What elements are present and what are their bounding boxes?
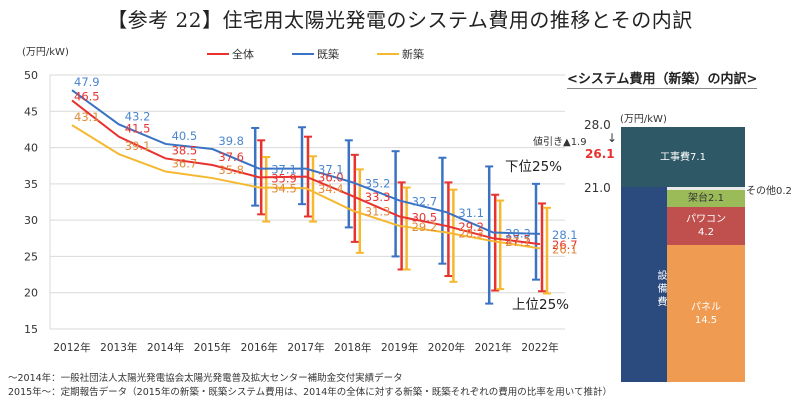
- y-tick-label: 40: [24, 142, 38, 155]
- data-label: 34.4: [318, 182, 344, 196]
- total-after-label: 26.1: [585, 147, 615, 161]
- data-label: 43.1: [74, 110, 100, 124]
- series-line-existing: [71, 89, 541, 235]
- data-label: 35.2: [365, 176, 391, 190]
- data-label: 39.8: [218, 134, 244, 148]
- data-label: 28.3: [458, 226, 484, 240]
- x-tick-label: 2016年: [241, 341, 278, 354]
- data-label: 35.9: [271, 171, 297, 185]
- data-label: 36.0: [318, 171, 344, 185]
- data-label: 35.8: [218, 163, 244, 177]
- breakdown-unit-label: (万円/kW): [620, 114, 667, 125]
- segment-other: [667, 187, 745, 190]
- legend-label: 新築: [402, 48, 424, 61]
- legend-item-existing: 既築: [292, 46, 339, 62]
- y-tick-label: 45: [24, 105, 38, 118]
- segment-construction: 工事費7.1: [621, 127, 745, 187]
- x-tick-label: 2014年: [147, 341, 184, 354]
- other-label: その他0.2: [746, 186, 792, 197]
- legend-item-total: 全体: [207, 46, 254, 62]
- x-tick-label: 2022年: [521, 341, 558, 354]
- page-title: 【参考 22】住宅用太陽光発電のシステム費用の推移とその内訳: [107, 8, 693, 32]
- data-label: 27.1: [505, 235, 531, 249]
- data-label: 28.1: [552, 228, 578, 242]
- legend-swatch: [207, 53, 229, 55]
- breakdown-title: <システム費用（新築）の内訳>: [567, 68, 758, 89]
- x-tick-label: 2012年: [53, 341, 90, 354]
- x-tick-label: 2018年: [334, 341, 371, 354]
- data-label: 30.5: [412, 211, 438, 225]
- data-label: 37.1: [271, 163, 297, 177]
- data-label: 29.2: [412, 220, 438, 234]
- data-label: 41.5: [125, 122, 151, 136]
- y-tick-label: 35: [24, 178, 38, 191]
- segment-panel: パネル 14.5: [667, 245, 745, 382]
- y-tick-label: 20: [24, 287, 38, 300]
- data-label: 43.2: [125, 109, 151, 123]
- data-label: 38.5: [172, 143, 198, 157]
- x-tick-label: 2015年: [194, 341, 231, 354]
- data-label: 46.5: [74, 89, 100, 103]
- data-label: 28.3: [505, 226, 531, 240]
- total-before-label: 28.0: [584, 118, 611, 132]
- legend-label: 全体: [232, 48, 254, 61]
- legend-swatch: [377, 53, 399, 55]
- series-line-new: [71, 124, 541, 250]
- segment-mount: 架台2.1: [667, 190, 745, 207]
- legend-item-new: 新築: [377, 46, 424, 62]
- data-label: 26.7: [552, 238, 578, 252]
- data-label: 31.1: [458, 206, 484, 220]
- x-tick-label: 2017年: [287, 341, 324, 354]
- x-tick-label: 2020年: [428, 341, 465, 354]
- footnote-2: 2015年～：定期報告データ（2015年の新築・既築システム費用は、2014年の…: [8, 387, 612, 398]
- y-tick-label: 15: [24, 323, 38, 336]
- data-label: 37.6: [218, 150, 244, 164]
- group-equipment: 設備費: [621, 187, 667, 382]
- x-tick-label: 2021年: [475, 341, 512, 354]
- legend-swatch: [292, 53, 314, 55]
- down-arrow-icon: ↓: [607, 131, 618, 145]
- data-label: 31.3: [365, 205, 391, 219]
- data-label: 26.1: [552, 242, 578, 256]
- x-tick-label: 2019年: [381, 341, 418, 354]
- series-line-total: [71, 99, 541, 246]
- discount-label: 値引き▲1.9: [533, 137, 587, 148]
- data-label: 27.5: [505, 232, 531, 246]
- data-label: 40.5: [172, 129, 198, 143]
- segment-inverter: パワコン 4.2: [667, 207, 745, 245]
- annotation-upper-quartile: 上位25%: [512, 297, 569, 313]
- legend-label: 既築: [317, 48, 339, 61]
- x-tick-label: 2013年: [100, 341, 137, 354]
- data-label: 32.7: [412, 195, 438, 209]
- data-label: 36.7: [172, 157, 198, 171]
- y-tick-label: 25: [24, 250, 38, 263]
- annotation-lower-quartile: 下位25%: [505, 159, 562, 175]
- boundary-label: 21.0: [584, 181, 611, 195]
- y-axis-unit-label: (万円/kW): [22, 47, 69, 58]
- data-label: 39.1: [125, 139, 151, 153]
- data-label: 47.9: [74, 75, 100, 89]
- data-label: 29.2: [458, 220, 484, 234]
- y-tick-label: 50: [24, 69, 38, 82]
- data-label: 34.5: [271, 181, 297, 195]
- y-tick-label: 30: [24, 214, 38, 227]
- footnote-1: ～2014年：一般社団法人太陽光発電協会太陽光発電普及拡大センター補助金交付実績…: [8, 373, 403, 384]
- data-label: 37.1: [318, 163, 344, 177]
- data-label: 33.3: [365, 190, 391, 204]
